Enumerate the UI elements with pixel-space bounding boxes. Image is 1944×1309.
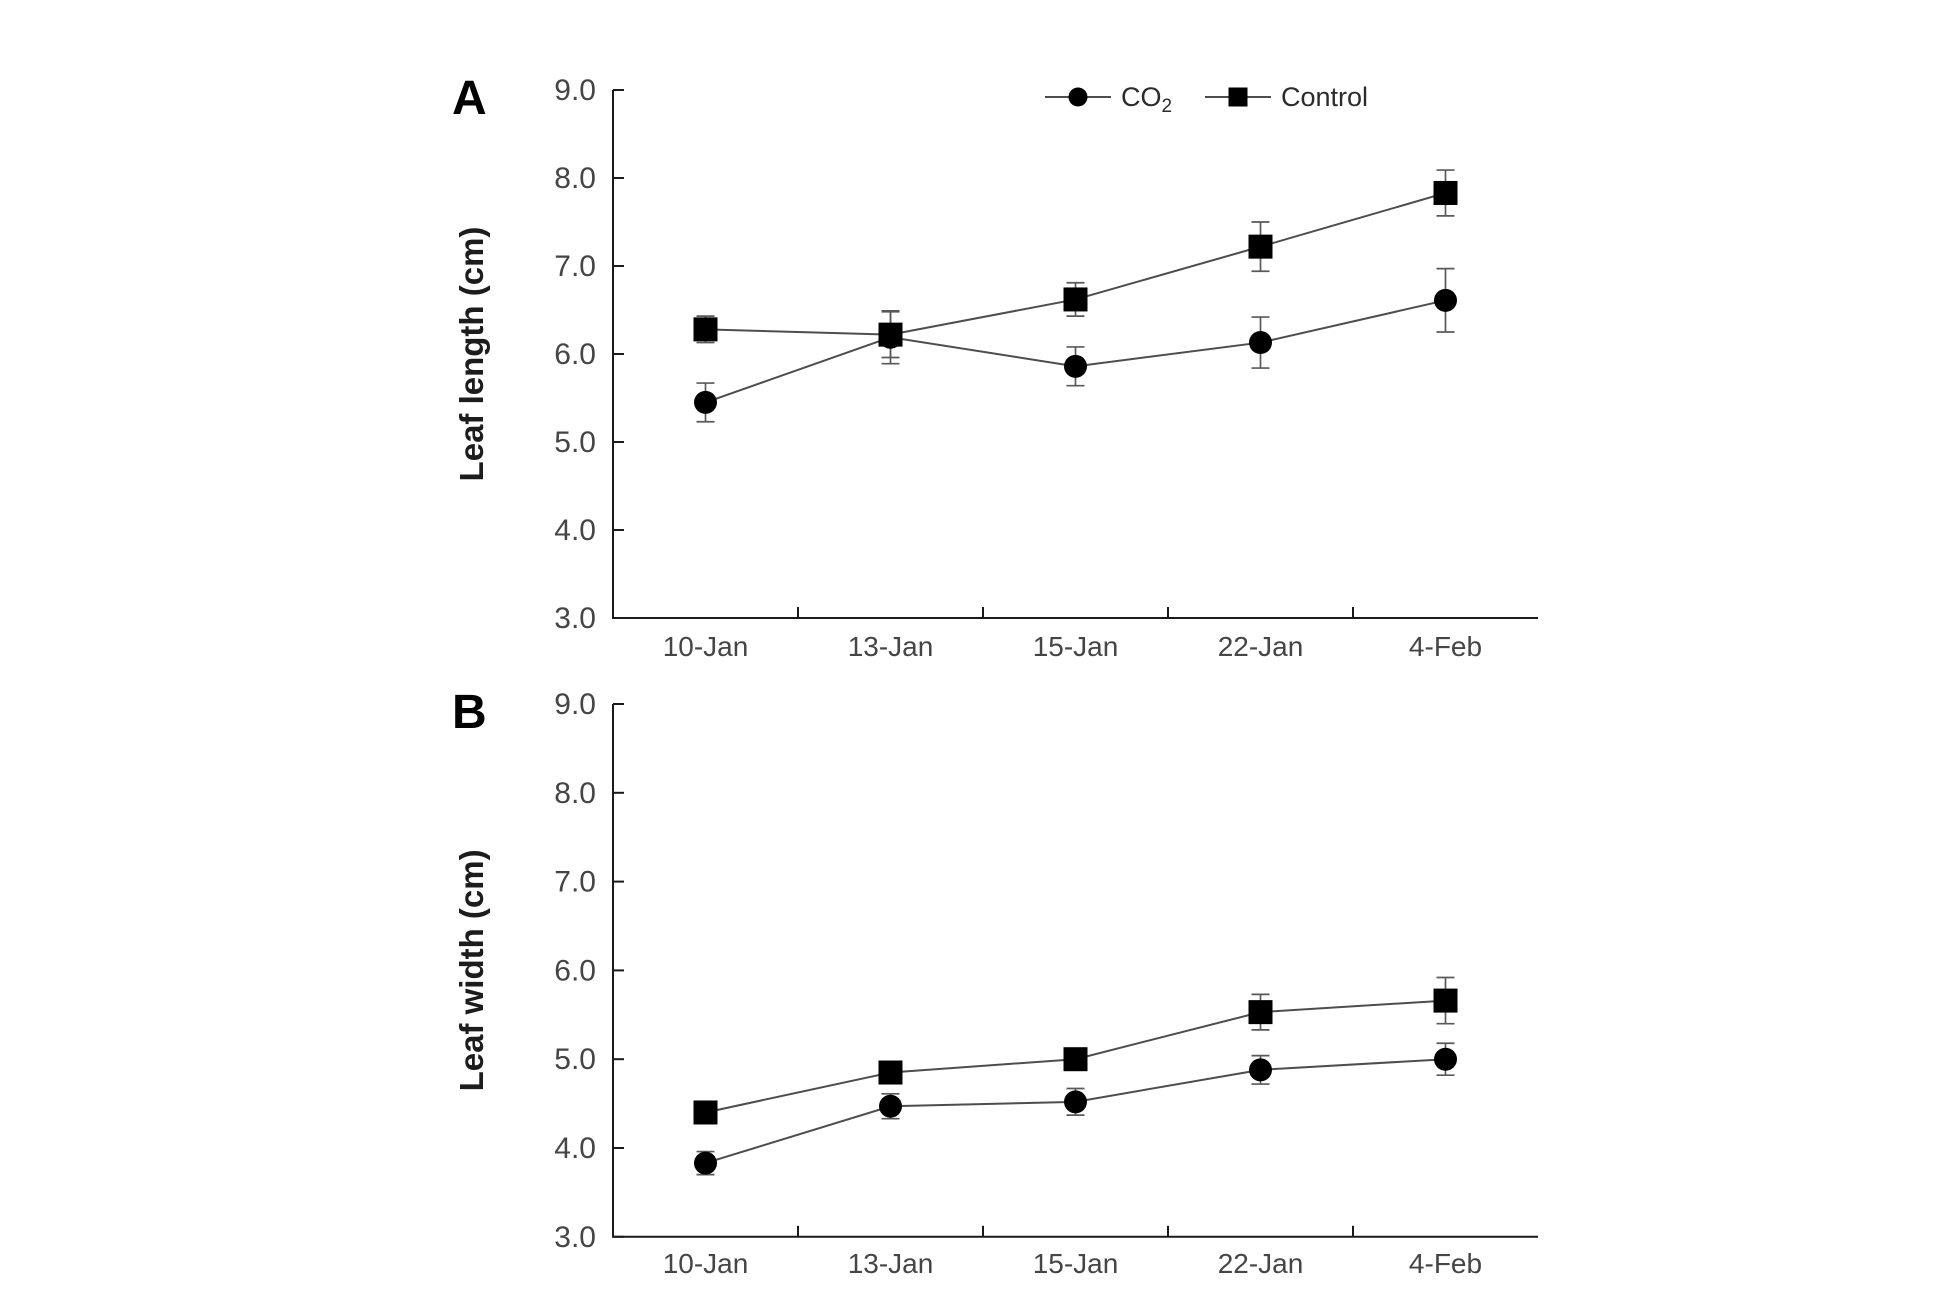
y-tick-label: 5.0 [554,426,596,459]
marker-circle-co2 [1434,288,1457,312]
legend: CO2 Control [1045,82,1368,117]
x-tick-label: 15-Jan [1033,1248,1119,1279]
y-tick-label: 3.0 [554,602,596,635]
marker-circle-co2 [1249,331,1272,355]
x-tick-label: 10-Jan [663,1248,749,1279]
marker-circle-co2 [694,390,717,414]
panel-a: 3.0 4.0 5.0 6.0 7.0 8.0 9.0 10-Jan 13-Jan 15-Jan 2… [452,72,1538,662]
marker-square-control [878,1060,903,1085]
marker-circle-co2 [1249,1058,1272,1082]
legend-entry-co2: CO2 [1045,82,1172,117]
marker-square-control [1248,234,1273,259]
x-tick-label: 4-Feb [1409,1248,1482,1279]
marker-square-control [693,317,718,342]
x-tick-label: 13-Jan [848,1248,934,1279]
panel-b: 3.0 4.0 5.0 6.0 7.0 8.0 9.0 10-Jan 13-Jan 15-Jan 2… [452,686,1538,1279]
marker-square-control [1063,287,1088,312]
y-tick-label: 7.0 [554,866,596,899]
marker-square-control [1433,180,1458,205]
marker-square-control [878,322,903,347]
y-tick-label: 4.0 [554,514,596,547]
legend-label: Control [1281,82,1368,112]
y-tick-label: 6.0 [554,338,596,371]
y-tick-label: 8.0 [554,162,596,195]
y-tick-label: 4.0 [554,1132,596,1165]
panel-letter: A [452,72,487,125]
legend-entry-control: Control [1205,82,1368,112]
marker-square-control [693,1100,718,1125]
marker-square-control [1248,1000,1273,1025]
y-axis-title: Leaf length (cm) [453,227,490,482]
y-tick-label: 8.0 [554,777,596,810]
x-tick-label: 22-Jan [1218,1248,1304,1279]
panel-letter: B [452,686,487,739]
marker-square-control [1433,988,1458,1013]
marker-circle-co2 [1434,1047,1457,1071]
legend-label: CO2 [1121,82,1172,117]
marker-circle-co2 [1064,1090,1087,1114]
y-tick-label: 5.0 [554,1043,596,1076]
marker-circle-co2 [879,1094,902,1118]
x-tick-label: 15-Jan [1033,631,1119,662]
x-tick-label: 4-Feb [1409,631,1482,662]
y-tick-label: 7.0 [554,250,596,283]
x-tick-label: 22-Jan [1218,631,1304,662]
legend-square-icon [1228,87,1248,107]
marker-circle-co2 [1064,354,1087,378]
x-tick-label: 13-Jan [848,631,934,662]
legend-circle-icon [1068,87,1088,107]
y-tick-label: 3.0 [554,1221,596,1254]
marker-square-control [1063,1047,1088,1072]
x-tick-label: 10-Jan [663,631,749,662]
y-tick-label: 6.0 [554,954,596,987]
y-tick-label: 9.0 [554,688,596,721]
marker-circle-co2 [694,1151,717,1175]
y-tick-label: 9.0 [554,74,596,107]
y-axis-title: Leaf width (cm) [453,849,490,1091]
